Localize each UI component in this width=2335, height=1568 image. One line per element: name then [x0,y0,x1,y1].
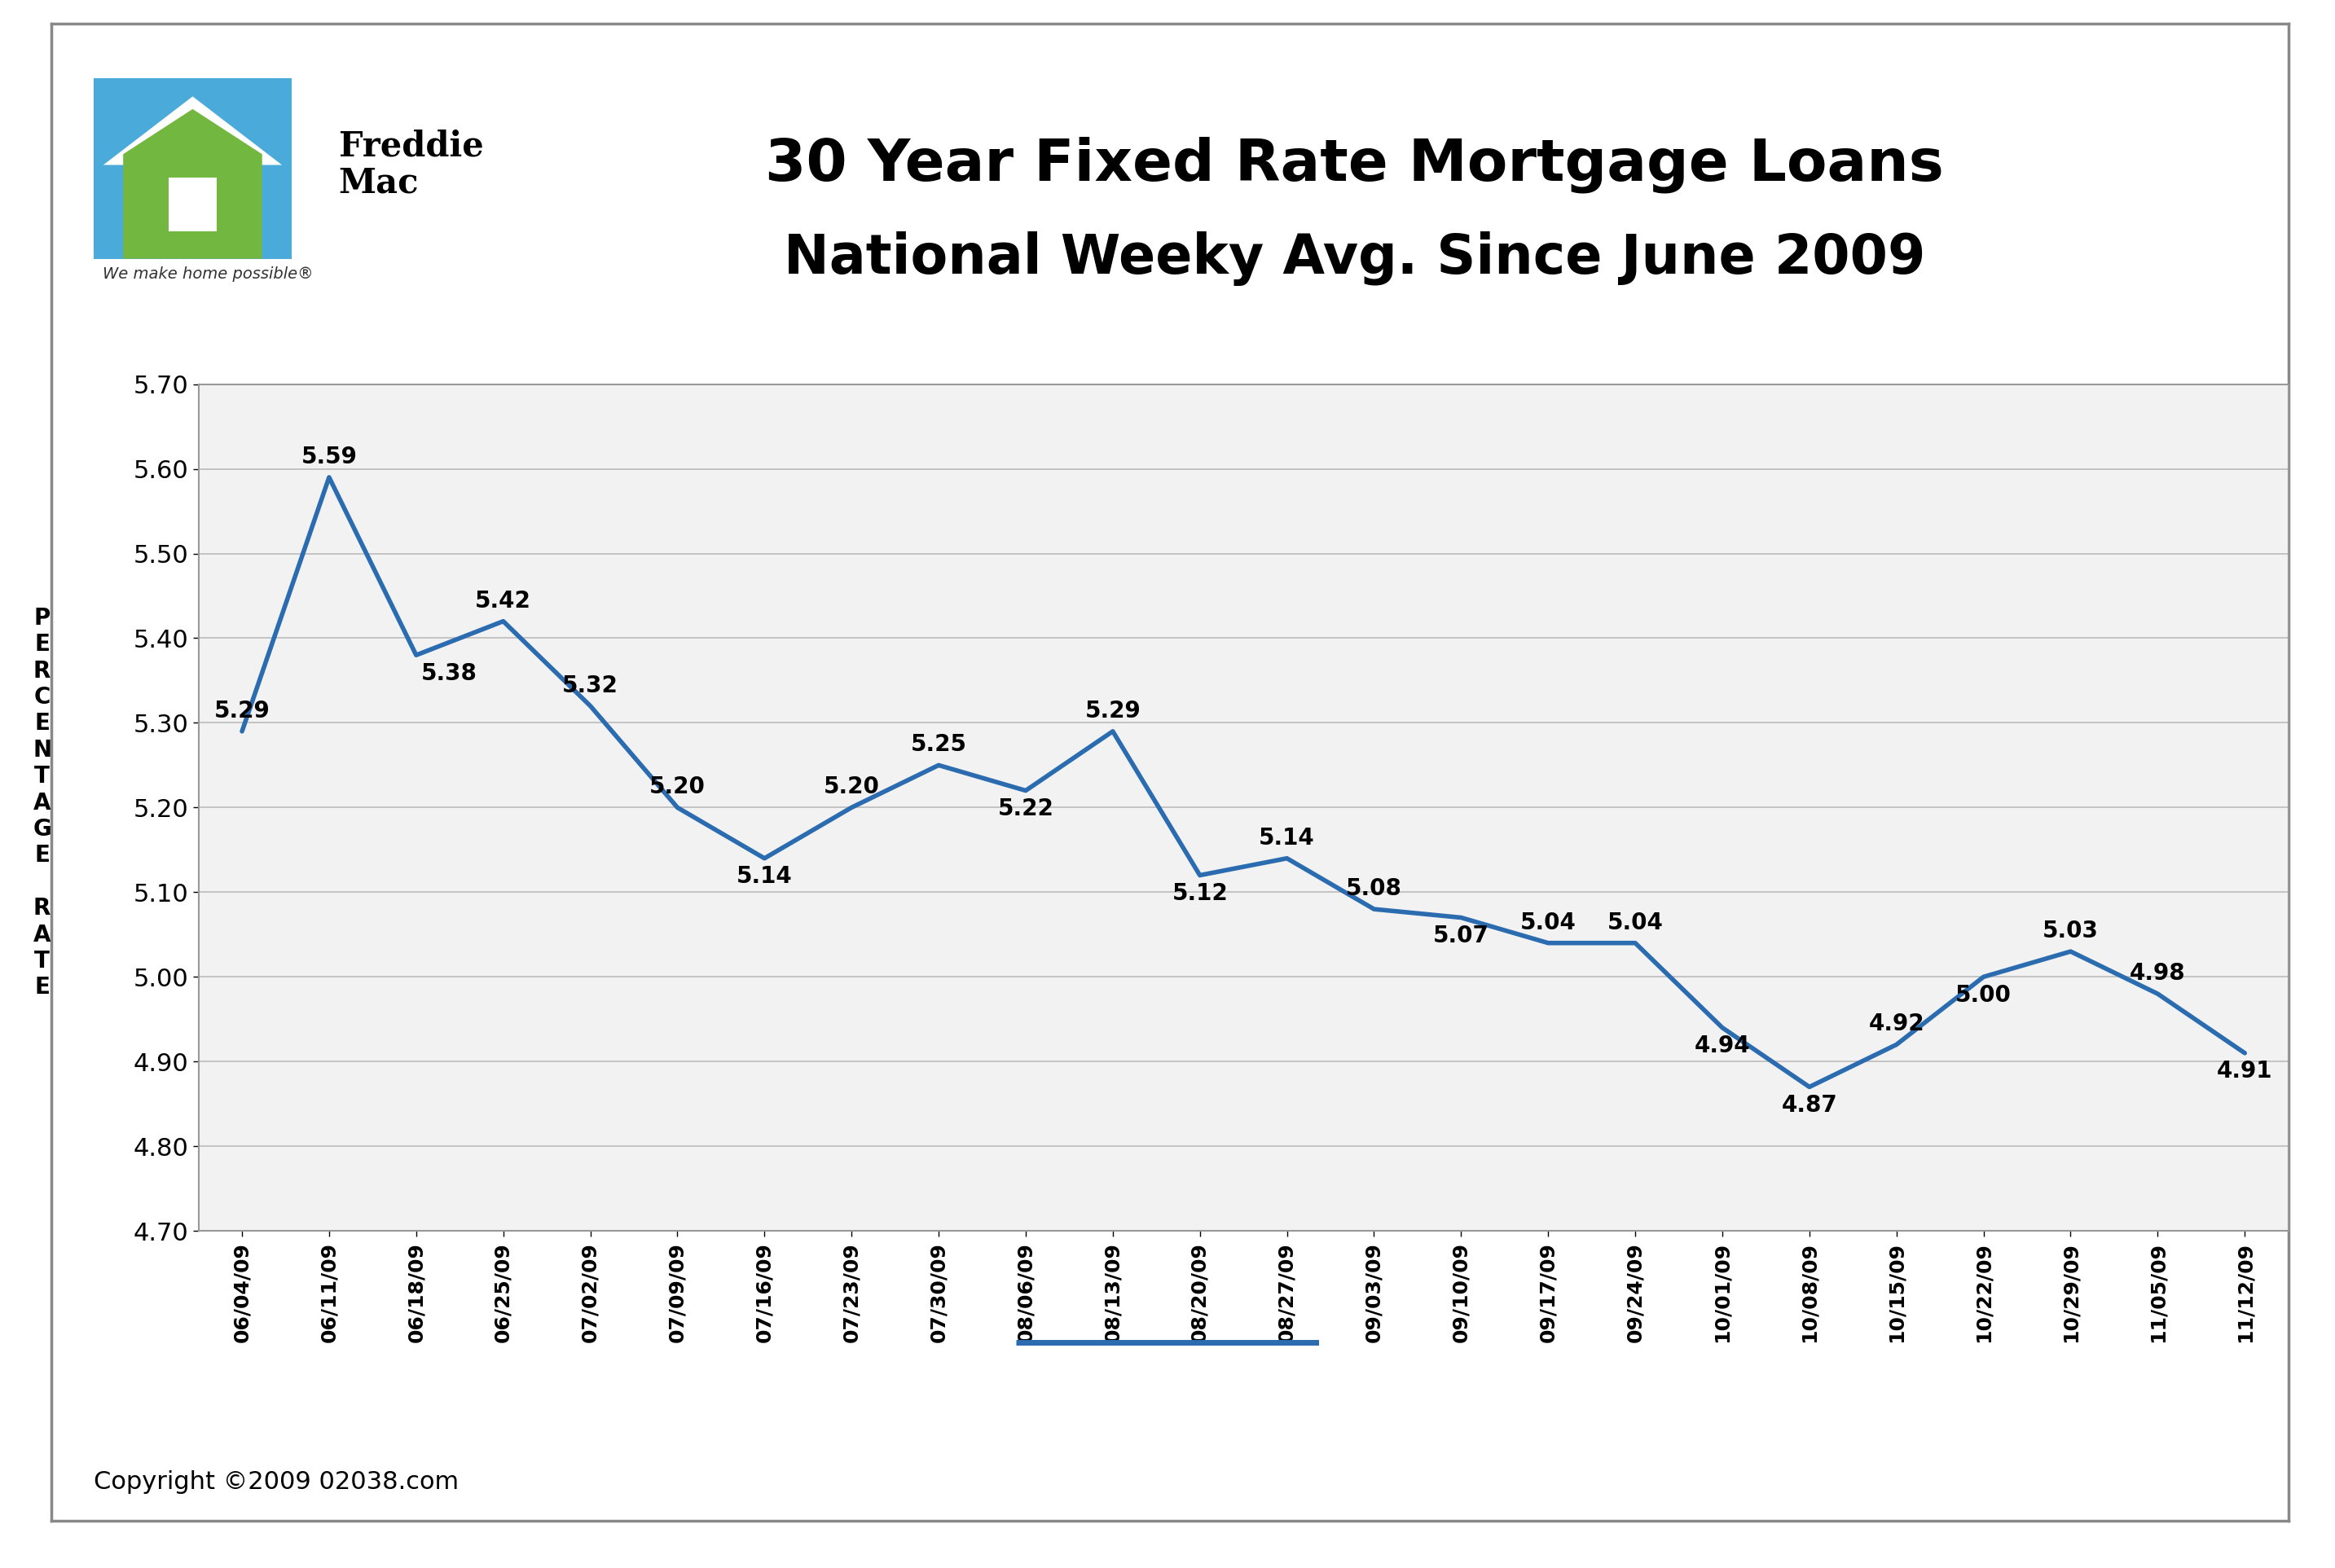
Text: 5.12: 5.12 [1172,883,1228,905]
Text: 5.38: 5.38 [420,662,476,685]
Text: 5.22: 5.22 [997,798,1053,820]
Text: 5.04: 5.04 [1606,911,1663,935]
Text: 4.87: 4.87 [1782,1094,1838,1116]
Text: 5.14: 5.14 [736,866,792,887]
Text: 4.94: 4.94 [1695,1035,1751,1057]
Text: 4.92: 4.92 [1868,1013,1924,1035]
Text: 5.03: 5.03 [2043,919,2099,942]
Text: We make home possible®: We make home possible® [103,267,313,282]
Text: 5.32: 5.32 [563,674,619,696]
Text: 5.59: 5.59 [301,445,357,469]
Text: 5.00: 5.00 [1954,983,2010,1007]
Text: 4.98: 4.98 [2130,961,2186,985]
Text: P
E
R
C
E
N
T
A
G
E

R
A
T
E: P E R C E N T A G E R A T E [33,607,51,999]
Text: Copyright ©2009 02038.com: Copyright ©2009 02038.com [93,1469,458,1494]
Text: 5.08: 5.08 [1345,877,1401,900]
Text: 5.20: 5.20 [649,776,705,798]
Text: 5.14: 5.14 [1259,826,1315,850]
Text: 5.42: 5.42 [476,590,532,612]
Bar [168,177,217,232]
Text: Freddie
Mac: Freddie Mac [339,129,483,201]
Text: 5.25: 5.25 [911,734,967,756]
Polygon shape [103,97,283,165]
Text: National Weeky Avg. Since June 2009: National Weeky Avg. Since June 2009 [785,232,1924,285]
Text: 5.29: 5.29 [1086,699,1142,723]
Text: 5.29: 5.29 [215,699,271,723]
Text: 5.20: 5.20 [824,776,880,798]
Text: 30 Year Fixed Rate Mortgage Loans: 30 Year Fixed Rate Mortgage Loans [766,136,1943,193]
Polygon shape [124,110,262,259]
Text: 4.91: 4.91 [2216,1060,2272,1082]
Text: 5.07: 5.07 [1434,925,1490,947]
Text: 5.04: 5.04 [1520,911,1576,935]
